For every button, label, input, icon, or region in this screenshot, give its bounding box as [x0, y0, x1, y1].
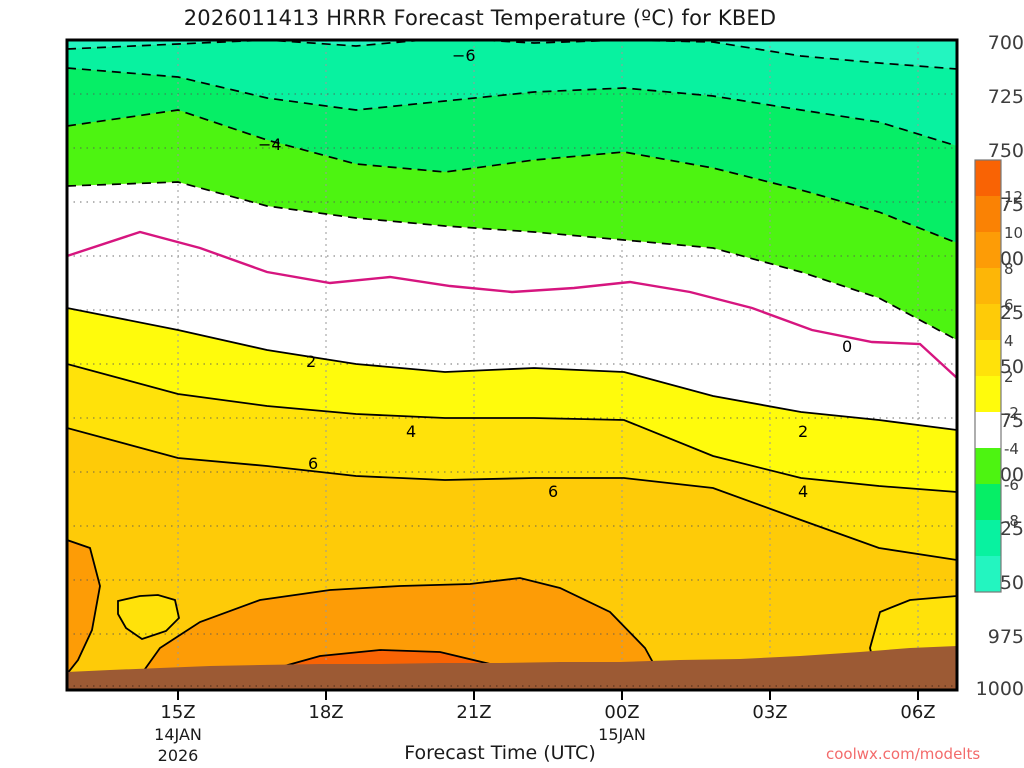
cb-tick-minus2: -2 — [1004, 404, 1019, 422]
isotherm-8 — [129, 577, 669, 690]
cool-pocket — [118, 595, 179, 639]
cb-tick-6: 6 — [1004, 296, 1014, 314]
cb-tick-minus6: -6 — [1004, 476, 1019, 494]
isotherm-4 — [67, 363, 957, 493]
band-white-fill — [67, 182, 957, 430]
xtick-label-3: 00Z — [604, 702, 640, 723]
watermark: coolwx.com/modelts — [826, 745, 981, 763]
xtick-label-4: 03Z — [752, 702, 788, 723]
band-minus4-fill — [67, 68, 957, 243]
band-minus6-fill — [67, 40, 957, 146]
xtick-sub-0b: 2026 — [157, 746, 199, 765]
ytick-750: 750 — [987, 140, 1024, 162]
ytick-975: 975 — [987, 626, 1024, 648]
axis-ticks — [177, 690, 919, 700]
filled-contours — [67, 40, 957, 690]
ytick-700: 700 — [987, 32, 1024, 54]
xtick-label-1: 18Z — [308, 702, 344, 723]
band-minus2-fill — [67, 110, 957, 340]
cb-tick-4: 4 — [1004, 332, 1014, 350]
contour-label-6a: 6 — [308, 454, 318, 473]
ytick-1000: 1000 — [975, 678, 1024, 700]
contour-label-4b: 4 — [798, 482, 808, 501]
cb-tick-12: 12 — [1004, 188, 1024, 206]
isotherm-minus6b — [67, 67, 957, 147]
contour-labels: −6 −4 0 2 2 4 4 6 6 — [258, 46, 852, 501]
gridlines-vertical — [177, 40, 919, 690]
contour-label-4a: 4 — [406, 422, 416, 441]
terrain-layer — [67, 646, 957, 690]
contour-label-zero: 0 — [842, 337, 852, 356]
xtick-sub-3a: 15JAN — [598, 725, 646, 744]
contour-label-6b: 6 — [548, 482, 558, 501]
colorbar — [974, 159, 1002, 593]
isotherm-pocket — [117, 594, 180, 640]
cb-tick-2: 2 — [1004, 368, 1014, 386]
isotherm-minus2 — [67, 181, 957, 341]
band-minus8-fill — [67, 40, 957, 69]
isotherm-left-sliver — [67, 539, 101, 675]
plot-frame — [65, 38, 959, 692]
cb-tick-10: 10 — [1004, 224, 1024, 242]
ytick-725: 725 — [987, 86, 1024, 108]
cb-tick-minus4: -4 — [1004, 440, 1019, 458]
cb-tick-8: 8 — [1004, 260, 1014, 278]
contour-label-2b: 2 — [798, 422, 808, 441]
contour-label-2a: 2 — [306, 352, 316, 371]
x-axis-title: Forecast Time (UTC) — [404, 742, 596, 764]
zero-isotherm — [67, 230, 957, 379]
xtick-label-2: 21Z — [456, 702, 492, 723]
xtick-label-0: 15Z — [160, 702, 196, 723]
contour-label-minus4: −4 — [258, 135, 282, 154]
isotherm-2 — [67, 307, 957, 431]
xtick-sub-0a: 14JAN — [154, 725, 202, 744]
band-gold-fill — [67, 364, 957, 560]
isotherm-6 — [67, 427, 957, 561]
page-title: 2026011413 HRRR Forecast Temperature (ºC… — [183, 6, 777, 30]
xtick-label-5: 06Z — [900, 702, 936, 723]
contour-label-minus6: −6 — [452, 46, 476, 65]
left-orange-sliver — [67, 540, 100, 674]
cb-tick-minus8: -8 — [1004, 512, 1019, 530]
